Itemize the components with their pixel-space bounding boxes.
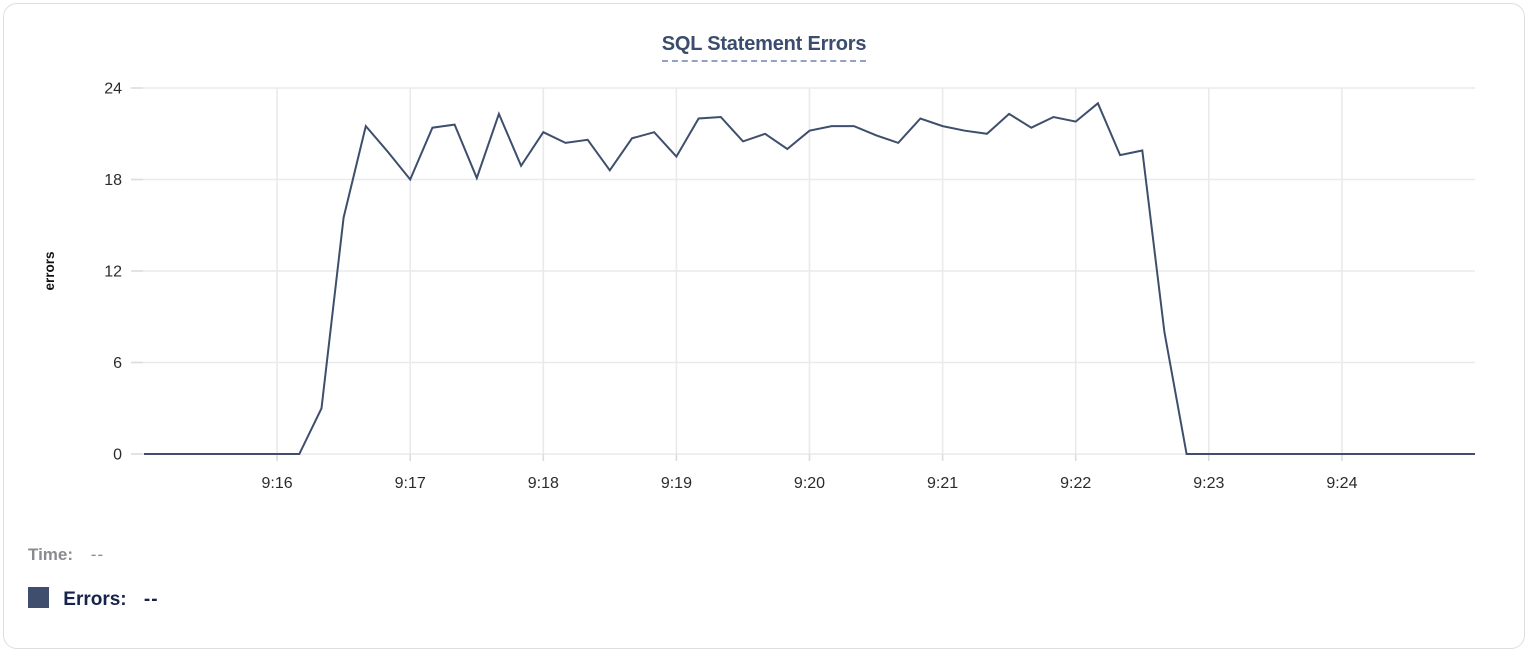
x-tick-label: 9:21: [927, 475, 958, 492]
series-line-errors: [144, 101, 1475, 455]
chart-card: SQL Statement Errors 0 6 12 18 24 9:16 9:17 9:1…: [3, 3, 1525, 649]
x-tick-label: 9:22: [1060, 475, 1091, 492]
x-tick-label: 9:23: [1193, 475, 1224, 492]
chart-header: SQL Statement Errors: [4, 33, 1524, 62]
y-tick-label: 18: [104, 172, 122, 189]
errors-series-swatch: [28, 587, 49, 608]
hover-time-label: Time:: [28, 545, 74, 564]
y-tick-label: 6: [113, 355, 122, 372]
y-tick-label: 0: [113, 447, 122, 464]
x-tick-label: 9:17: [395, 475, 426, 492]
y-axis-title: errors: [42, 251, 57, 290]
x-tick-label: 9:16: [262, 475, 293, 492]
y-tick-label: 12: [104, 264, 122, 281]
hover-errors-label: Errors:: [63, 589, 127, 610]
x-tick-label: 9:24: [1326, 475, 1357, 492]
chart-title[interactable]: SQL Statement Errors: [661, 33, 866, 62]
line-chart[interactable]: 0 6 12 18 24 9:16 9:17 9:18 9:19 9:20 9:21 9:22 9:23…: [4, 4, 1528, 656]
hover-errors-row: Errors: --: [28, 587, 159, 611]
x-tick-label: 9:20: [794, 475, 825, 492]
x-tick-label: 9:18: [528, 475, 559, 492]
hover-errors-value: --: [143, 589, 159, 610]
y-tick-label: 24: [104, 81, 122, 98]
hover-time-row: Time: --: [28, 545, 104, 565]
hover-time-value: --: [90, 545, 105, 564]
x-tick-label: 9:19: [661, 475, 692, 492]
